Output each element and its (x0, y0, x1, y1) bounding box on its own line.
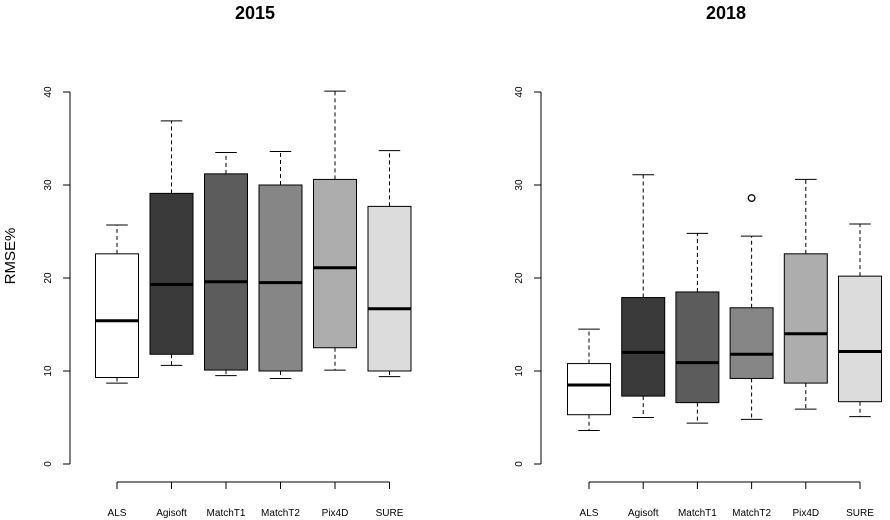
x-tick-label: MatchT2 (261, 508, 300, 519)
box-sure (838, 275, 882, 403)
x-tick-label: Agisoft (156, 508, 187, 519)
y-axis-label: RMSE% (2, 228, 19, 285)
x-tick-label: Pix4D (792, 508, 819, 519)
x-tick-label: SURE (846, 508, 874, 519)
x-tick-label: Pix4D (322, 508, 349, 519)
box-agisoft (621, 297, 666, 397)
box-matcht1 (204, 173, 248, 371)
y-tick-label: 10 (514, 365, 525, 377)
x-tick-label: ALS (108, 508, 127, 519)
y-tick-label: 20 (514, 272, 525, 284)
box-als (95, 253, 139, 379)
y-tick-label: 40 (43, 86, 54, 98)
y-tick-label: 30 (514, 179, 525, 191)
x-tick-label: MatchT1 (678, 508, 717, 519)
y-tick-label: 0 (514, 461, 525, 467)
box-pix4d (313, 178, 357, 349)
panel-2015: 0 10 20 30 40 ALS Agisoft MatchT1 MatchT2 Pix4D SU… (43, 86, 412, 519)
y-tick-label: 20 (43, 272, 54, 284)
box-sure (367, 205, 412, 372)
x-tick-label: MatchT2 (732, 508, 771, 519)
y-tick-label: 10 (43, 365, 54, 377)
x-tick-label: Agisoft (628, 508, 659, 519)
box-matcht2 (729, 307, 774, 379)
panel-2018: 0 10 20 30 40 ALS Agisoft MatchT1 MatchT2 Pix4D SU… (514, 86, 882, 519)
x-tick-label: ALS (580, 508, 599, 519)
box-agisoft (149, 192, 194, 355)
x-tick-label: MatchT1 (207, 508, 246, 519)
x-tick-label: SURE (376, 508, 404, 519)
y-tick-label: 0 (43, 461, 54, 467)
y-tick-label: 40 (514, 86, 525, 98)
outlier-point (747, 194, 756, 202)
chart-title-2018: 2018 (706, 3, 746, 23)
box-matcht1 (675, 291, 720, 404)
box-als (567, 363, 611, 416)
y-tick-label: 30 (43, 179, 54, 191)
box-matcht2 (258, 184, 303, 372)
box-pix4d (783, 253, 828, 384)
chart-title-2015: 2015 (235, 3, 275, 23)
